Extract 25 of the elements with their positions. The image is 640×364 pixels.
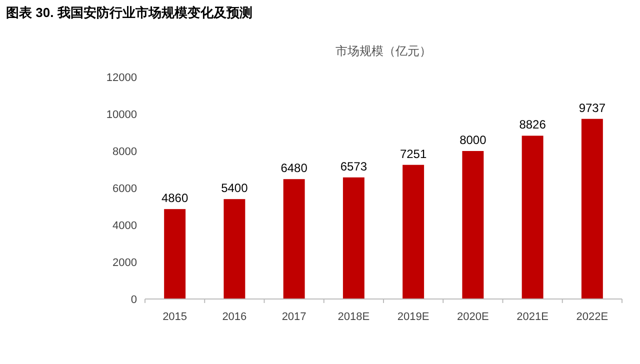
data-label: 5400 (221, 181, 248, 196)
xtick: 2015 (162, 311, 188, 323)
xtick: 2016 (222, 311, 247, 323)
ytick: 0 (130, 294, 137, 306)
data-label: 8826 (519, 118, 546, 132)
xtick: 2019E (397, 311, 430, 323)
xtick: 2018E (338, 311, 370, 323)
ytick: 10000 (106, 109, 137, 121)
data-label: 4860 (161, 191, 188, 206)
data-label: 6480 (280, 161, 308, 176)
xtick: 2017 (282, 311, 306, 323)
data-label: 6573 (340, 159, 368, 174)
title: 图表 30. 我国安防行业市场规模变化及预测 (6, 5, 252, 20)
data-label: 8000 (460, 133, 486, 147)
data-label: 7251 (400, 146, 427, 161)
ytick: 8000 (112, 146, 137, 158)
ytick: 2000 (112, 257, 137, 269)
xtick: 2020E (457, 311, 489, 323)
ytick: 6000 (112, 183, 137, 195)
xtick: 2022E (576, 311, 608, 323)
data-label: 9737 (578, 100, 606, 115)
subtitle: 市场规模（亿元） (336, 44, 432, 58)
ytick: 4000 (112, 220, 137, 232)
ytick: 12000 (106, 72, 137, 84)
xtick: 2021E (516, 311, 548, 323)
